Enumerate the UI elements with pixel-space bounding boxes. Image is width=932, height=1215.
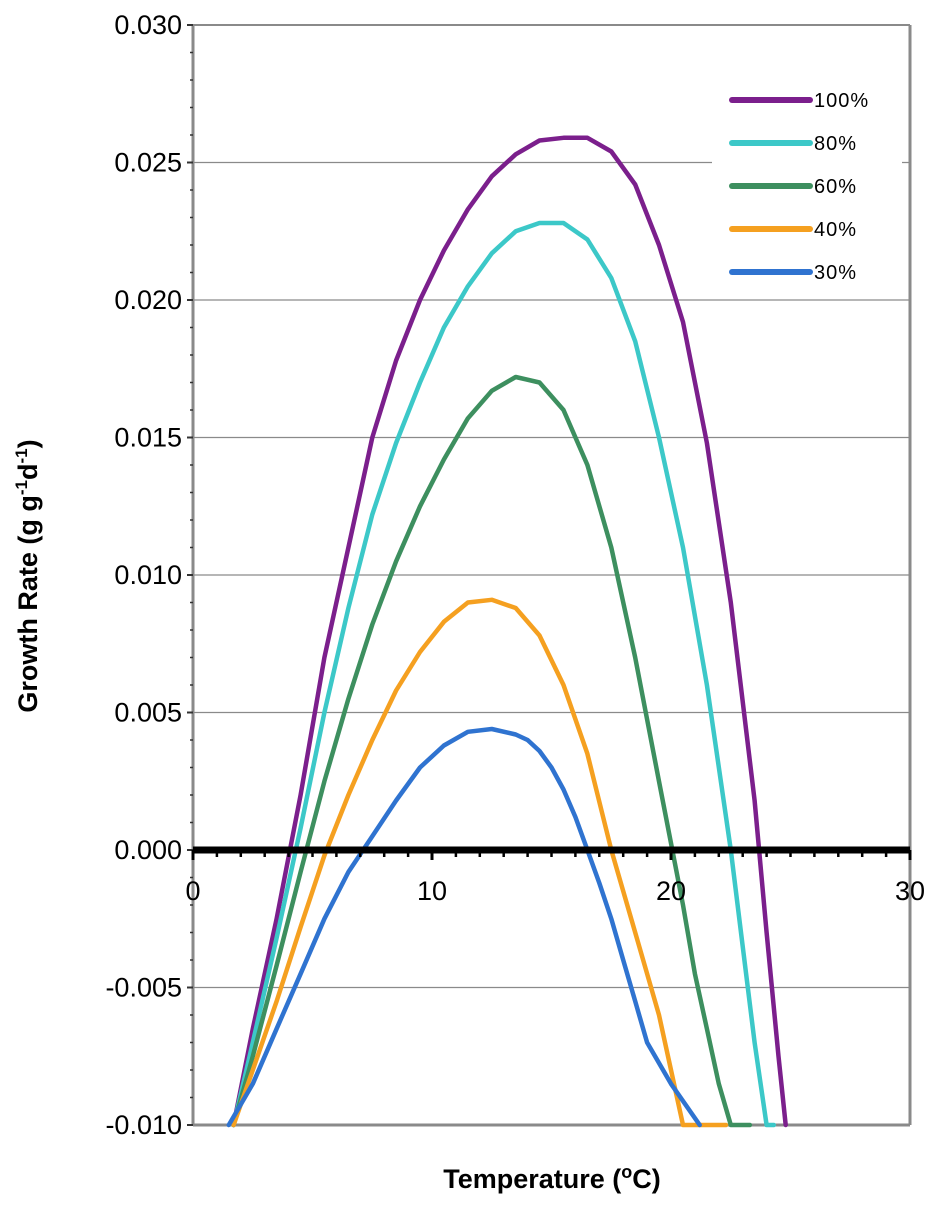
y-axis-title-superscript-2: -1	[12, 448, 31, 463]
x-axis-title-superscript: o	[621, 1162, 632, 1182]
y-tick-label-3: 0.005	[114, 698, 182, 728]
series-line-60pct	[231, 374, 753, 1128]
gridlines	[193, 161, 910, 989]
legend: 100% 80% 60% 40% 30%	[712, 76, 902, 290]
x-tick-label-3: 30	[895, 876, 925, 906]
x-tick-label-0: 0	[185, 876, 200, 906]
y-tick-label-0: -0.010	[105, 1110, 182, 1140]
y-axis-title: Growth Rate (g g-1d-1)	[12, 439, 43, 712]
series-lines	[226, 135, 788, 1128]
y-axis-title-superscript-1: -1	[12, 480, 31, 495]
axis-ticks: -0.010 -0.005 0.000 0.005 0.010 0.015 0.020 0.0…	[105, 10, 193, 1140]
y-tick-label-5: 0.015	[114, 423, 182, 453]
y-tick-label-7: 0.025	[114, 148, 182, 178]
x-tick-label-1: 10	[417, 876, 447, 906]
x-axis-title: Temperature (oC)	[443, 1162, 661, 1194]
series-line-100pct	[231, 135, 788, 1128]
series-line-40pct	[231, 597, 729, 1128]
series-line-30pct	[226, 726, 702, 1128]
legend-label-40pct: 40%	[814, 219, 857, 241]
legend-label-30pct: 30%	[814, 262, 857, 284]
legend-label-100pct: 100%	[814, 90, 869, 112]
y-tick-label-6: 0.020	[114, 285, 182, 315]
legend-label-60pct: 60%	[814, 176, 857, 198]
y-tick-label-8: 0.030	[114, 10, 182, 40]
series-line-80pct	[231, 220, 777, 1128]
legend-label-80pct: 80%	[814, 133, 857, 155]
zero-line-group: 0 10 20 30	[185, 846, 925, 906]
y-tick-label-2: 0.000	[114, 835, 182, 865]
x-tick-label-2: 20	[656, 876, 686, 906]
y-tick-label-1: -0.005	[105, 973, 182, 1003]
y-tick-label-4: 0.010	[114, 560, 182, 590]
